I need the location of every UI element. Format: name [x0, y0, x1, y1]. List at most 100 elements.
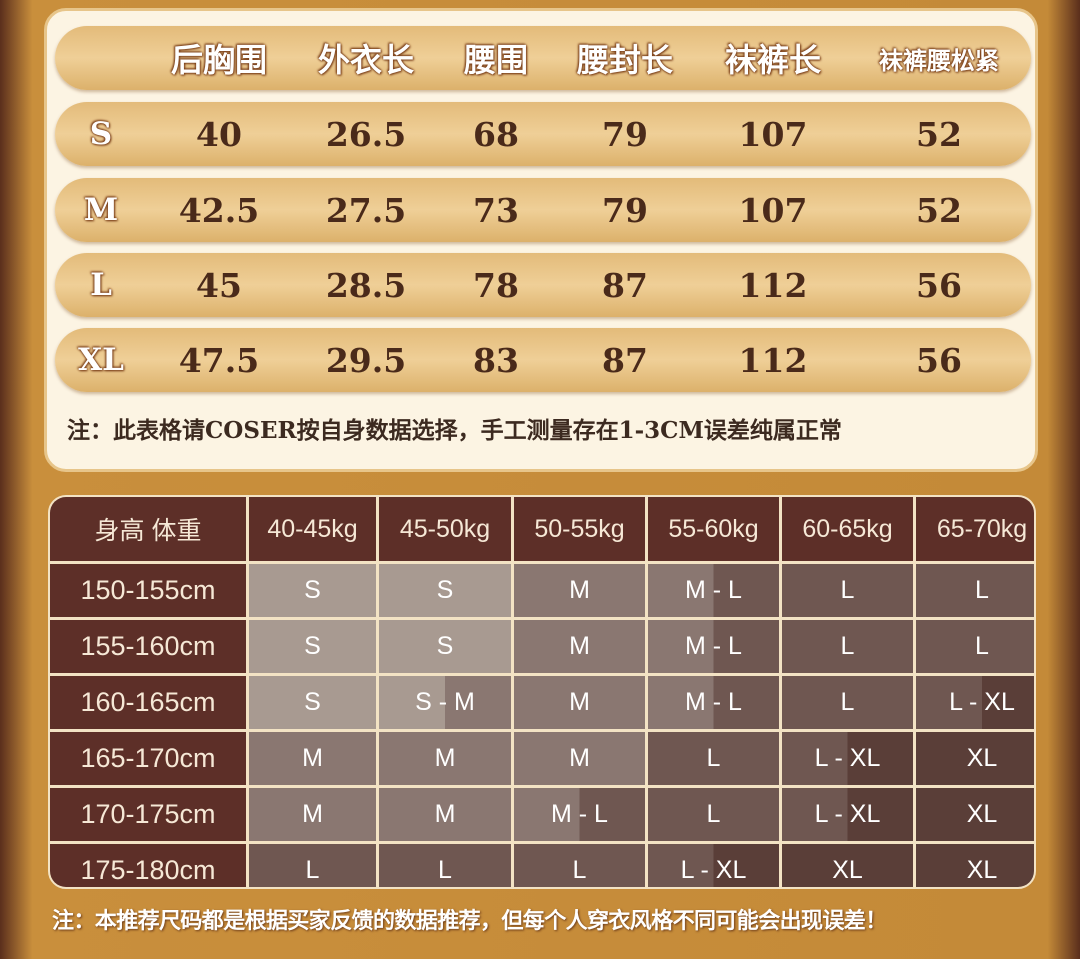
size-cell: L	[916, 620, 1034, 673]
measurement-value: 68	[473, 114, 519, 154]
weight-header: 60-65kg	[782, 497, 913, 561]
measurement-value: 112	[738, 265, 808, 305]
size-cell: S	[249, 620, 376, 673]
size-cell: M	[379, 788, 511, 841]
size-cell-text: L	[840, 576, 855, 604]
weight-header-text: 55-60kg	[668, 514, 759, 543]
size-cell: M - L	[514, 788, 645, 841]
size-cell: L	[379, 844, 511, 887]
measurement-value: 28.5	[325, 265, 407, 305]
size-cell: S - M	[379, 676, 511, 729]
weight-header-text: 65-70kg	[936, 514, 1028, 543]
size-cell-text: M - L	[685, 632, 742, 660]
weight-header-text: 50-55kg	[534, 514, 625, 543]
measurement-value: 87	[602, 265, 648, 305]
measurement-value: 52	[916, 190, 962, 230]
size-cell: M	[379, 732, 511, 785]
size-cell: L	[249, 844, 376, 887]
size-recommendation-table: 身高 体重 40-45kg 45-50kg 50-55kg 55-60kg 60-65kg…	[48, 495, 1036, 889]
measurement-value: 79	[602, 114, 648, 154]
size-cell-text: M	[434, 800, 456, 828]
col-header: 袜裤长	[724, 41, 822, 79]
size-cell: M - L	[648, 620, 779, 673]
size-cell: S	[249, 676, 376, 729]
size-cell: S	[379, 620, 511, 673]
size-cell: L - XL	[916, 676, 1034, 729]
measurement-value: 47.5	[178, 340, 260, 380]
measurement-value: 40	[196, 114, 242, 154]
size-cell-text: L	[706, 744, 721, 772]
size-cell-text: XL	[832, 856, 863, 884]
size-cell-text: M	[569, 688, 590, 716]
height-label: 170-175cm	[50, 788, 246, 841]
measurement-row: L 45 28.5 78 87 112 56	[55, 253, 1031, 317]
height-label-text: 165-170cm	[80, 743, 216, 773]
weight-header-text: 40-45kg	[267, 514, 358, 543]
measurement-row: S 40 26.5 68 79 107 52	[55, 102, 1031, 166]
height-label-text: 150-155cm	[80, 575, 216, 605]
weight-header: 45-50kg	[379, 497, 511, 561]
col-header: 后胸围	[170, 41, 268, 79]
size-cell-text: L	[706, 800, 721, 828]
size-cell: L	[782, 620, 913, 673]
size-cell: L	[648, 788, 779, 841]
size-cell: M	[249, 732, 376, 785]
size-cell: M	[514, 676, 645, 729]
size-cell: M	[514, 620, 645, 673]
size-cell-text: L	[975, 576, 989, 604]
measurement-note: 注：此表格请COSER按自身数据选择，手工测量存在1-3CM误差纯属正常	[67, 417, 842, 444]
size-cell-text: L - XL	[814, 800, 881, 828]
weight-header: 65-70kg	[916, 497, 1034, 561]
size-cell-text: L	[975, 632, 989, 660]
size-cell: XL	[916, 788, 1034, 841]
measurement-value: 56	[916, 340, 962, 380]
size-label: XL	[78, 342, 124, 378]
size-cell-text: M	[434, 744, 456, 772]
size-cell: S	[379, 564, 511, 617]
size-cell-text: M	[569, 576, 590, 604]
height-label: 160-165cm	[50, 676, 246, 729]
measurement-value: 78	[473, 265, 519, 305]
size-cell: XL	[782, 844, 913, 887]
measurement-value: 56	[916, 265, 962, 305]
size-cell-text: M - L	[685, 688, 742, 716]
size-cell: L	[648, 732, 779, 785]
measurement-value: 87	[602, 340, 648, 380]
height-label: 155-160cm	[50, 620, 246, 673]
measurement-row: XL 47.5 29.5 83 87 112 56	[55, 328, 1031, 392]
size-cell: XL	[916, 732, 1034, 785]
size-cell: L	[782, 676, 913, 729]
size-cell: L - XL	[782, 788, 913, 841]
size-label: L	[90, 267, 112, 303]
size-cell-text: XL	[966, 744, 998, 772]
size-cell-text: L	[305, 856, 320, 884]
size-cell-text: XL	[966, 856, 998, 884]
size-cell: M	[249, 788, 376, 841]
size-cell-text: L	[572, 856, 587, 884]
size-cell-text: M - L	[551, 800, 608, 828]
size-cell-text: S	[304, 688, 321, 716]
weight-header: 40-45kg	[249, 497, 376, 561]
height-label-text: 155-160cm	[80, 631, 216, 661]
height-label-text: 160-165cm	[80, 687, 216, 717]
size-cell-text: L - XL	[949, 688, 1015, 716]
measurement-value: 79	[602, 190, 648, 230]
size-cell: XL	[916, 844, 1034, 887]
size-cell-text: M	[569, 744, 590, 772]
size-cell-text: S	[304, 632, 321, 660]
measurement-value: 107	[738, 114, 808, 154]
measurement-row: M 42.5 27.5 73 79 107 52	[55, 178, 1031, 242]
measurement-header-row: 后胸围 外衣长 腰围 腰封长 袜裤长 袜裤腰松紧	[55, 26, 1031, 90]
size-cell: M - L	[648, 564, 779, 617]
col-header: 袜裤腰松紧	[879, 45, 999, 75]
size-cell-text: S - M	[415, 688, 475, 716]
corner-header: 身高 体重	[50, 497, 246, 561]
size-cell: L	[916, 564, 1034, 617]
size-cell-text: M	[569, 632, 590, 660]
size-cell-text: S	[436, 576, 454, 604]
col-header: 外衣长	[317, 41, 415, 79]
measurement-value: 26.5	[325, 114, 407, 154]
measurement-value: 27.5	[325, 190, 407, 230]
height-label-text: 175-180cm	[80, 855, 216, 885]
size-cell: L	[514, 844, 645, 887]
